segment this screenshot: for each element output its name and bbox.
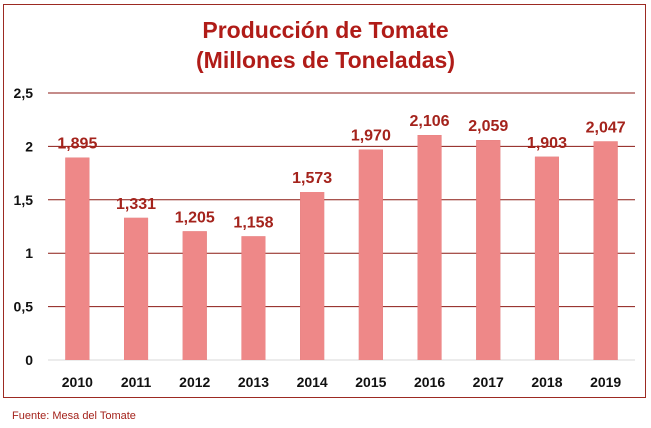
y-tick-label: 0,5 (14, 299, 34, 315)
x-tick-label: 2014 (297, 374, 328, 390)
x-tick-label: 2012 (179, 374, 210, 390)
x-tick-label: 2017 (473, 374, 504, 390)
chart-subtitle: (Millones de Toneladas) (196, 47, 455, 73)
data-label: 1,331 (116, 196, 156, 213)
bar (476, 140, 501, 360)
bar (182, 231, 207, 360)
chart-frame (3, 4, 646, 398)
data-label: 2,106 (410, 113, 450, 130)
y-tick-label: 2 (25, 138, 33, 154)
y-tick-label: 2,5 (14, 85, 34, 101)
bar (241, 236, 266, 360)
data-label: 1,903 (527, 135, 567, 152)
bar (534, 156, 559, 360)
y-tick-label: 1,5 (14, 192, 34, 208)
data-label: 1,158 (233, 214, 273, 231)
x-tick-label: 2013 (238, 374, 269, 390)
data-label: 2,059 (468, 118, 508, 135)
x-tick-label: 2010 (62, 374, 93, 390)
x-tick-label: 2015 (355, 374, 386, 390)
x-tick-label: 2019 (590, 374, 621, 390)
bar (124, 217, 149, 360)
bar (300, 192, 325, 360)
y-tick-label: 1 (25, 245, 33, 261)
data-label: 1,895 (57, 136, 97, 153)
data-label: 1,205 (175, 209, 215, 226)
x-tick-label: 2018 (531, 374, 562, 390)
data-label: 1,573 (292, 170, 332, 187)
chart-title: Producción de Tomate (202, 17, 449, 43)
bar (593, 141, 618, 360)
bar (65, 157, 90, 360)
source-note: Fuente: Mesa del Tomate (12, 410, 136, 422)
data-label: 1,970 (351, 128, 391, 145)
data-label: 2,047 (586, 119, 626, 136)
x-tick-label: 2016 (414, 374, 445, 390)
bar (358, 149, 383, 360)
bar (417, 135, 442, 360)
y-tick-label: 0 (25, 352, 33, 368)
x-tick-label: 2011 (121, 374, 152, 390)
